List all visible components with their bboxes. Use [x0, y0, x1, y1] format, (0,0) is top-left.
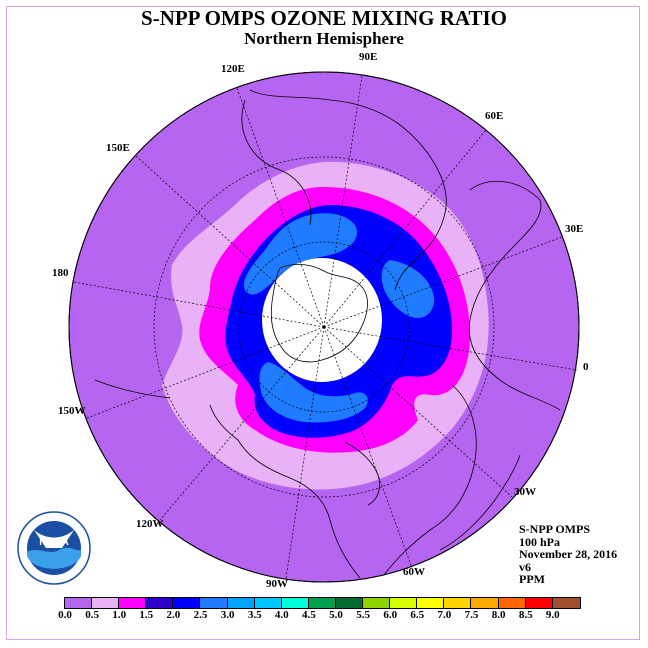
colorbar-tick-label: 0.0 [58, 609, 72, 621]
ozone-level-2-0-region-europe [381, 260, 435, 318]
colorbar-swatch [119, 598, 147, 608]
colorbar-swatch [444, 598, 472, 608]
ozone-level-2-0-region-america [259, 362, 368, 423]
info-block: S-NPP OMPS 100 hPa November 28, 2016 v6 … [519, 523, 617, 586]
noaa-logo-text: NOAA [39, 537, 68, 548]
lon-label-90e: 90E [359, 51, 378, 63]
colorbar-tick-label: 7.5 [464, 609, 479, 621]
colorbar-tick-label: 8.0 [491, 609, 506, 621]
colorbar [64, 597, 581, 609]
lon-label-0: 0 [583, 361, 589, 373]
lon-label-30e: 30E [565, 223, 584, 235]
lon-label-180: 180 [52, 267, 69, 279]
colorbar-swatch [308, 598, 336, 608]
lon-label-150w: 150W [58, 405, 86, 417]
noaa-logo: NOAA [17, 511, 91, 585]
colorbar-tick-label: 6.0 [383, 609, 398, 621]
colorbar-tick-label: 8.5 [518, 609, 533, 621]
lon-label-30w: 30W [514, 486, 536, 498]
info-version: v6 [519, 559, 531, 574]
colorbar-swatch [498, 598, 526, 608]
colorbar-swatch [227, 598, 255, 608]
colorbar-tick-label: 1.0 [112, 609, 127, 621]
colorbar-swatch [173, 598, 201, 608]
lon-label-60w: 60W [403, 566, 425, 578]
colorbar-swatch [335, 598, 364, 608]
colorbar-swatch [254, 598, 282, 608]
colorbar-tick-label: 1.5 [139, 609, 154, 621]
colorbar-swatch [417, 598, 445, 608]
colorbar-tick-label: 6.5 [410, 609, 425, 621]
graticule [73, 75, 578, 579]
map-outline [68, 71, 580, 583]
colorbar-tick-label: 5.5 [356, 609, 370, 621]
ozone-level-2-0-region-asia [244, 213, 358, 295]
colorbar-swatch [525, 598, 553, 608]
colorbar-tick-label: 9.0 [545, 609, 560, 621]
info-instrument: S-NPP OMPS [519, 522, 590, 536]
lon-label-150e: 150E [106, 142, 130, 154]
colorbar-swatch [552, 598, 580, 608]
info-date: November 28, 2016 [519, 547, 618, 561]
colorbar-swatch [200, 598, 228, 608]
colorbar-swatch [146, 598, 174, 608]
coastlines [94, 89, 561, 581]
figure-frame [6, 6, 640, 640]
lon-label-120e: 120E [221, 63, 245, 75]
colorbar-tick-label: 4.5 [302, 609, 316, 621]
colorbar-tick-label: 4.0 [274, 609, 289, 621]
colorbar-tick-label: 5.0 [329, 609, 343, 621]
colorbar-swatch [65, 598, 93, 608]
colorbar-tick-label: 3.0 [220, 609, 235, 621]
figure-title: S-NPP OMPS OZONE MIXING RATIO [141, 6, 507, 30]
colorbar-tick-label: 2.5 [193, 609, 208, 621]
colorbar-tick-label: 2.0 [166, 609, 181, 621]
figure-subtitle: Northern Hemisphere [244, 29, 404, 48]
info-units: PPM [519, 572, 545, 586]
colorbar-tick-label: 3.5 [247, 609, 262, 621]
colorbar-swatch [390, 598, 418, 608]
colorbar-tick-label: 7.0 [437, 609, 452, 621]
lon-label-60e: 60E [485, 110, 504, 122]
colorbar-tick-label: 0.5 [85, 609, 99, 621]
lon-label-90w: 90W [266, 578, 288, 590]
lon-label-120w: 120W [136, 518, 164, 530]
polar-no-data-region [262, 258, 382, 382]
colorbar-swatch [363, 598, 391, 608]
info-level: 100 hPa [519, 534, 561, 549]
colorbar-swatch [471, 598, 499, 608]
colorbar-swatch [281, 598, 309, 608]
colorbar-swatch [92, 598, 120, 608]
